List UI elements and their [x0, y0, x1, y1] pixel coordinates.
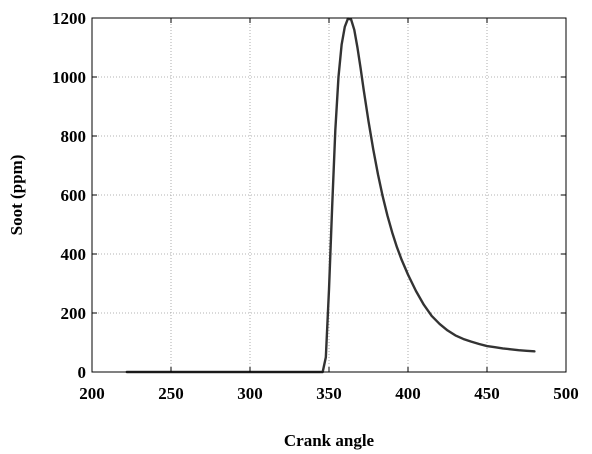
x-tick-label: 450: [474, 384, 500, 403]
y-axis-label: Soot (ppm): [7, 155, 26, 236]
y-tick-label: 800: [61, 127, 87, 146]
x-tick-label: 250: [158, 384, 184, 403]
y-tick-label: 1200: [52, 9, 86, 28]
y-tick-labels: 0 200 400 600 800 1000 1200: [52, 9, 86, 382]
series-layer: [125, 17, 536, 374]
soot-series-line: [125, 17, 536, 374]
x-axis-label: Crank angle: [284, 431, 375, 450]
x-tick-labels: 200 250 300 350 400 450 500: [79, 384, 579, 403]
x-tick-label: 400: [395, 384, 421, 403]
x-tick-label: 300: [237, 384, 263, 403]
y-tick-label: 400: [61, 245, 87, 264]
x-tick-label: 350: [316, 384, 342, 403]
x-tick-label: 500: [553, 384, 579, 403]
x-tick-label: 200: [79, 384, 105, 403]
ticks: [91, 17, 567, 373]
y-tick-label: 0: [78, 363, 87, 382]
y-tick-label: 200: [61, 304, 87, 323]
y-tick-label: 600: [61, 186, 87, 205]
grid: [92, 18, 566, 372]
y-tick-label: 1000: [52, 68, 86, 87]
